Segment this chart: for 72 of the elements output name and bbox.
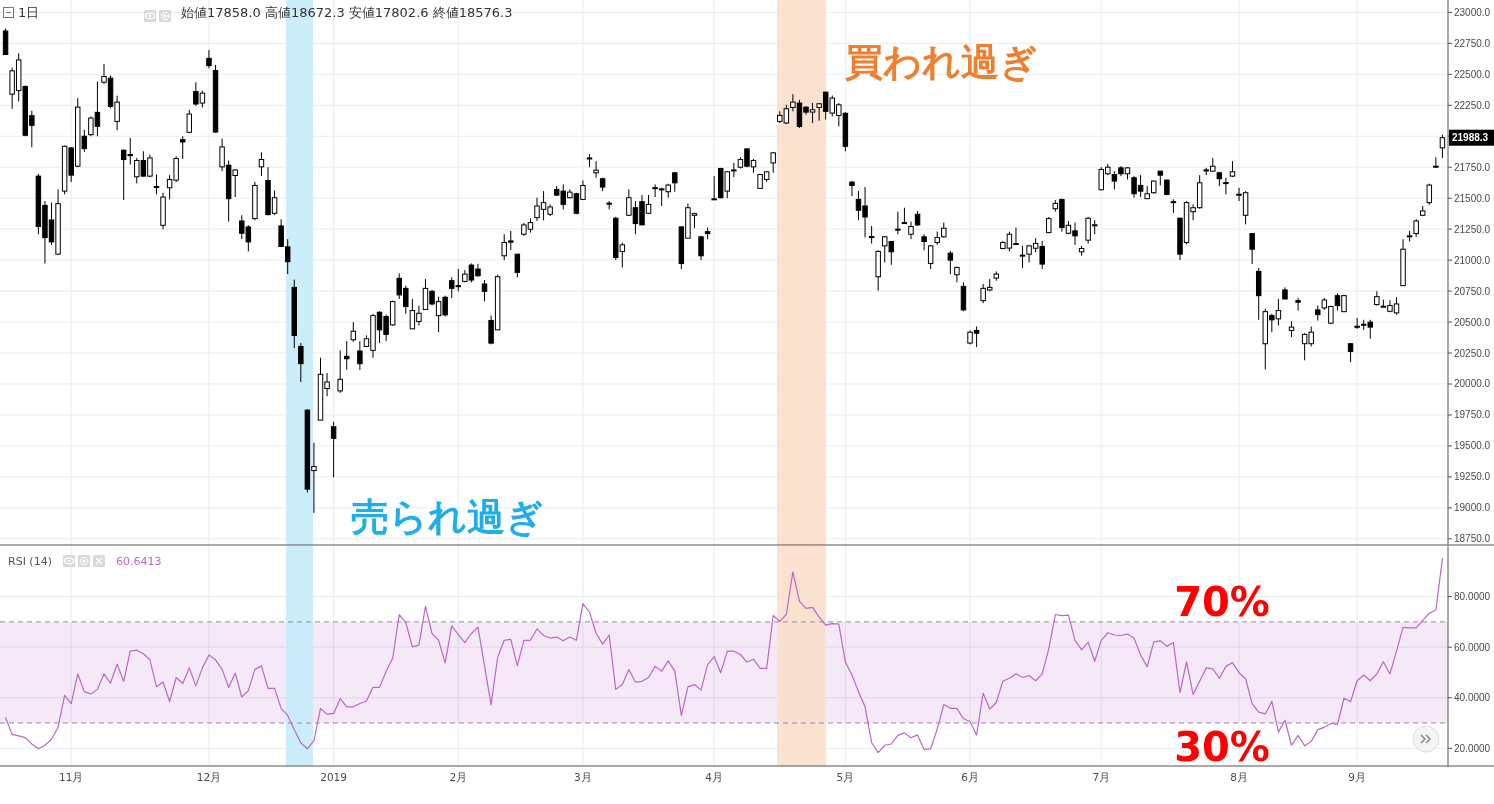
y-tick-label: 19750.0: [1454, 409, 1491, 421]
text: RSI (14): [8, 555, 52, 568]
candlestick: [1354, 317, 1360, 330]
y-tick-label: 22250.0: [1454, 99, 1491, 111]
chart-title: 1日: [18, 5, 40, 20]
y-tick-label: 20250.0: [1454, 347, 1491, 359]
y-tick-label: 40.0000: [1454, 692, 1491, 704]
y-tick-label: 21250.0: [1454, 223, 1491, 235]
candlestick: [1111, 170, 1118, 190]
x-tick-label: 6月: [961, 771, 979, 783]
y-tick-label: 80.0000: [1454, 591, 1491, 603]
candlestick: [593, 160, 599, 179]
candlestick: [258, 151, 265, 177]
candlestick: [179, 135, 186, 160]
candlestick: [921, 233, 927, 251]
candlestick: [1223, 177, 1229, 195]
y-tick-label: 20500.0: [1454, 316, 1491, 328]
candlestick: [1347, 342, 1354, 363]
candlestick: [153, 174, 160, 195]
ref-line-label: 30%: [1174, 724, 1270, 771]
annotation: 売られ過ぎ: [351, 495, 544, 539]
x-tick-label: 8月: [1230, 771, 1248, 783]
y-tick-label: 19000.0: [1454, 502, 1491, 514]
x-tick-label: 7月: [1092, 771, 1111, 783]
candlestick: [298, 342, 304, 383]
y-tick-label: 60.0000: [1454, 641, 1491, 653]
y-tick-label: 22500.0: [1454, 68, 1491, 80]
candlestick: [927, 244, 934, 270]
ref-line-label: 70%: [1174, 578, 1270, 625]
x-tick-label: 2月: [449, 771, 468, 783]
y-tick-label: 19500.0: [1454, 440, 1491, 452]
candlestick: [206, 49, 212, 69]
y-tick-label: 20000.0: [1454, 378, 1491, 390]
y-tick-label: 21750.0: [1454, 161, 1491, 173]
y-tick-label: 22750.0: [1454, 37, 1491, 49]
y-tick-label: 20750.0: [1454, 285, 1491, 297]
y-tick-label: 20.0000: [1454, 742, 1491, 754]
candlestick: [1433, 156, 1439, 168]
x-tick-label: 5月: [836, 771, 855, 783]
candlestick: [344, 340, 350, 371]
candlestick: [1249, 232, 1255, 265]
y-tick-label: 19250.0: [1454, 471, 1491, 483]
candlestick: [1295, 297, 1301, 312]
annotation: 買われ過ぎ: [845, 40, 1038, 84]
y-tick-label: 23000.0: [1454, 6, 1491, 18]
candlestick: [330, 421, 337, 478]
candlestick: [947, 250, 954, 275]
y-tick-label: 21500.0: [1454, 192, 1491, 204]
candlestick: [337, 349, 343, 394]
text: 60.6413: [116, 555, 162, 568]
candlestick: [698, 235, 704, 261]
y-tick-label: 18750.0: [1454, 533, 1491, 545]
candlestick: [1439, 134, 1446, 159]
candlestick: [895, 211, 901, 235]
x-tick-label: 12月: [196, 771, 222, 783]
candlestick: [350, 321, 357, 343]
candlestick: [1019, 245, 1026, 269]
candlestick: [1170, 198, 1177, 214]
candlestick: [357, 340, 363, 371]
x-tick-label: 11月: [59, 771, 84, 783]
candlestick: [2, 27, 9, 56]
x-tick-label: 2019: [320, 771, 347, 783]
y-tick-label: 21000.0: [1454, 254, 1491, 266]
text: 21988.3: [1452, 132, 1489, 144]
x-tick-label: 3月: [574, 771, 592, 783]
chart-subtitle: 始値17858.0 高値18672.3 安値17802.6 終値18576.3: [181, 5, 513, 20]
candlestick: [849, 180, 855, 197]
candlestick: [481, 279, 488, 302]
x-tick-label: 4月: [705, 771, 723, 783]
candlestick: [514, 253, 521, 278]
candlestick: [960, 281, 967, 312]
x-tick-label: 9月: [1348, 771, 1366, 783]
